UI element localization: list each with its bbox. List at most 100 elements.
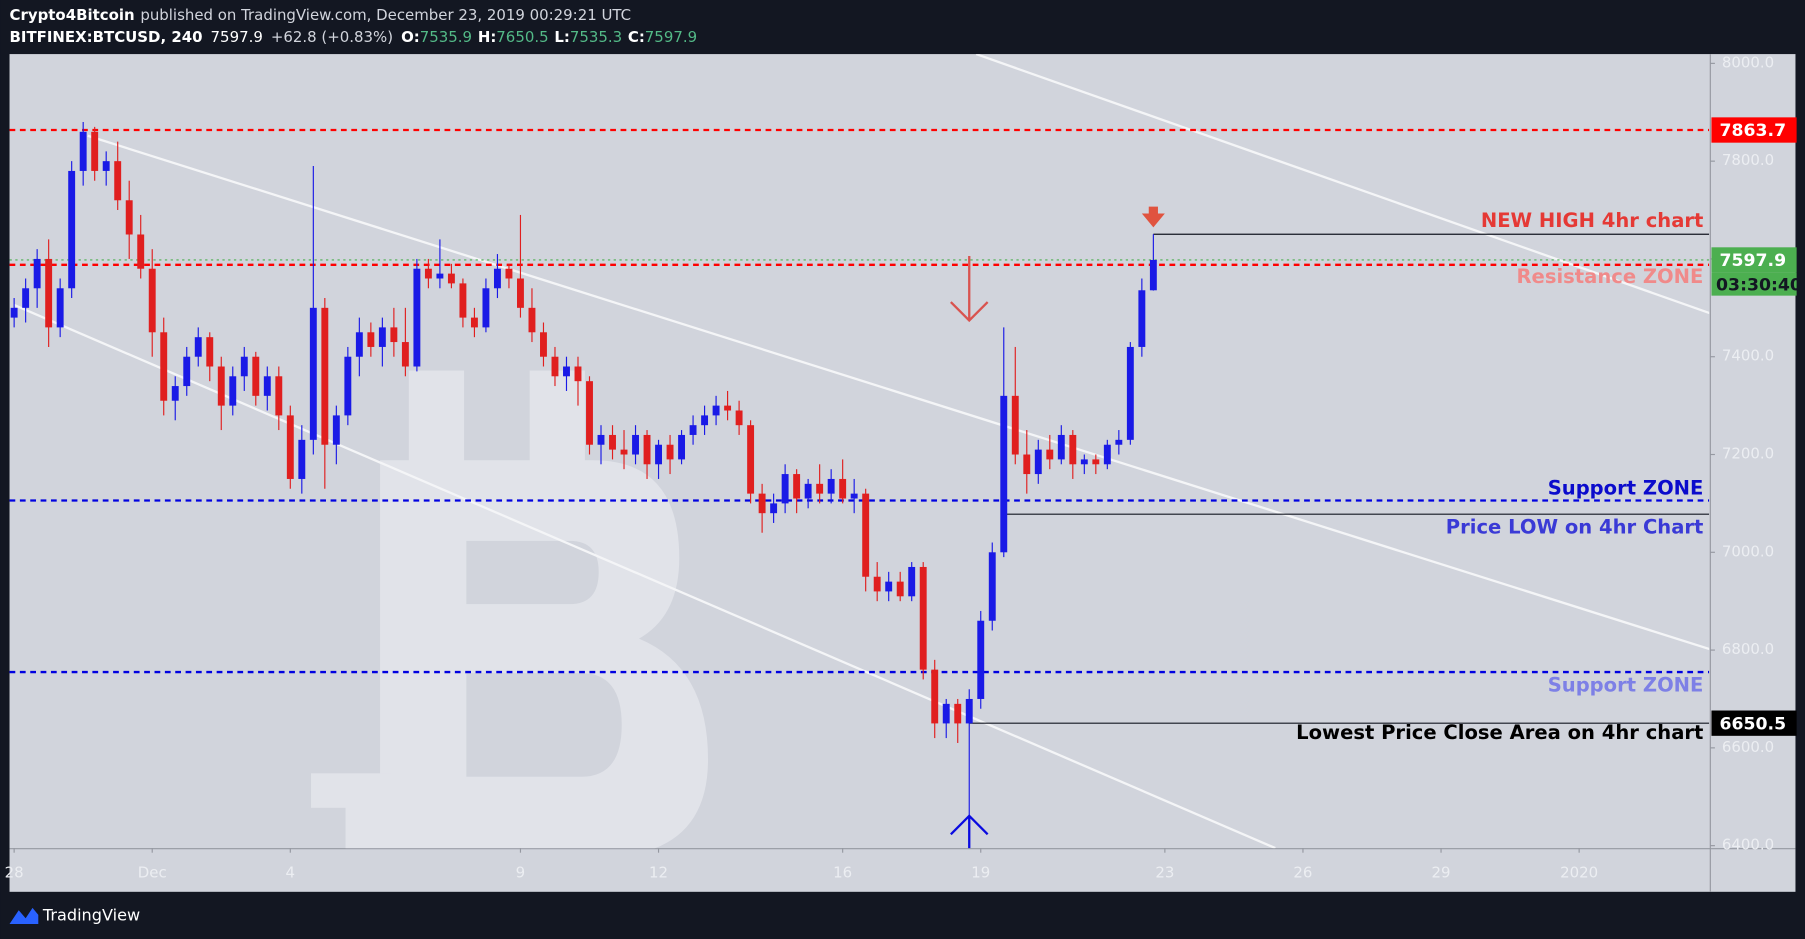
author: Crypto4Bitcoin — [10, 6, 135, 24]
candle-body — [1103, 444, 1111, 465]
arrow-up — [950, 814, 989, 849]
candle-body — [390, 327, 398, 343]
tradingview-logo: TradingView — [9, 905, 140, 924]
annotation: Support ZONE — [1548, 673, 1704, 696]
candle-body — [125, 200, 133, 235]
candle-body — [275, 376, 283, 416]
annotation: Support ZONE — [1548, 476, 1704, 499]
candle-body — [1057, 434, 1065, 460]
y-tick-label: 7000.0 — [1722, 542, 1774, 560]
candle-body — [1092, 459, 1100, 465]
chart-layer: Resistance ZONE Support ZONE Support ZONE N… — [5, 53, 1802, 881]
y-tick-label: 7800.0 — [1722, 151, 1774, 169]
level-badge — [1711, 117, 1797, 143]
published: published on TradingView.com, December 2… — [140, 6, 631, 24]
candle-body — [816, 483, 824, 494]
candle-body — [1023, 454, 1031, 475]
x-tick-label: 29 — [1432, 863, 1451, 881]
candle-body — [493, 268, 501, 289]
x-tick-label: 26 — [1293, 863, 1312, 881]
y-tick-label: 6400.0 — [1722, 836, 1774, 854]
annotation: Lowest Price Close Area on 4hr chart — [1296, 721, 1703, 744]
candle-body — [321, 307, 329, 445]
footer-brand: TradingView — [42, 905, 140, 924]
x-tick-label: Dec — [138, 863, 167, 881]
change: +62.8 (+0.83%) — [271, 28, 393, 46]
candle-body — [367, 332, 375, 347]
x-tick-label: 28 — [5, 863, 24, 881]
candle-body — [850, 493, 858, 499]
candle-body — [655, 444, 662, 465]
annotation: Resistance ZONE — [1517, 265, 1704, 288]
candle-body — [517, 278, 524, 308]
candle-body — [540, 332, 547, 357]
candle-body — [286, 415, 294, 479]
high-value: 7650.5 — [496, 28, 548, 46]
candle-body — [171, 386, 179, 401]
price-badge — [1711, 247, 1797, 273]
header-line-1: Crypto4Bitcoin published on TradingView.c… — [10, 6, 632, 24]
arrow-high — [1141, 206, 1165, 228]
candle-body — [229, 376, 237, 406]
candle-body — [643, 434, 651, 465]
candle-body — [712, 405, 720, 416]
open-value: 7535.9 — [420, 28, 472, 46]
ohlc-label: L: — [554, 28, 570, 46]
candle-body — [620, 449, 628, 455]
candle-body — [114, 161, 122, 201]
trend-line — [975, 54, 1710, 315]
candle-body — [355, 332, 363, 357]
candle-body — [563, 366, 570, 377]
candle-body — [137, 234, 145, 269]
candle-body — [206, 337, 214, 367]
close-value: 7597.9 — [645, 28, 697, 46]
candle-body — [33, 258, 41, 289]
candle-body — [332, 415, 340, 445]
price-badge-label: 7597.9 — [1720, 251, 1787, 271]
candle-body — [1034, 449, 1042, 475]
candle-body — [309, 307, 317, 440]
candle-body — [1000, 395, 1008, 553]
candle-body — [10, 307, 18, 318]
candle-body — [505, 268, 513, 279]
candle-body — [701, 415, 709, 426]
candle-body — [160, 332, 168, 401]
symbol: BITFINEX:BTCUSD, 240 — [10, 28, 203, 46]
candle-body — [827, 478, 835, 494]
candle-body — [862, 493, 870, 577]
chart-background — [9, 54, 1796, 892]
candle-body — [436, 273, 444, 279]
candle-body — [988, 552, 996, 621]
candle-body — [954, 703, 962, 724]
candle-body — [298, 439, 306, 479]
x-tick-label: 2020 — [1560, 863, 1598, 881]
annotation: NEW HIGH 4hr chart — [1481, 209, 1704, 232]
candle-body — [885, 581, 893, 592]
y-tick-label: 7200.0 — [1722, 445, 1774, 463]
candle-body — [378, 327, 386, 347]
candle-body — [401, 342, 409, 367]
low-value: 7535.3 — [570, 28, 622, 46]
candle-body — [91, 131, 99, 171]
y-tick-label: 7400.0 — [1722, 347, 1774, 365]
candle-body — [770, 503, 778, 514]
candle-body — [919, 566, 927, 670]
candle-body — [482, 288, 490, 328]
candle-body — [68, 170, 76, 289]
candle-body — [148, 268, 156, 333]
candle-body — [735, 410, 743, 426]
candle-body — [528, 307, 536, 333]
candle-body — [724, 405, 732, 411]
candle-body — [781, 474, 789, 504]
candle-body — [1011, 395, 1019, 455]
candle-body — [1046, 449, 1054, 460]
countdown: 03:30:40 — [1716, 275, 1802, 295]
candle-body — [1126, 346, 1134, 440]
trend-line — [87, 134, 1710, 651]
candle-body — [424, 268, 432, 279]
candle-body — [747, 425, 755, 494]
candle-body — [413, 268, 421, 367]
candle-body — [22, 288, 30, 308]
candle-body — [344, 356, 352, 416]
